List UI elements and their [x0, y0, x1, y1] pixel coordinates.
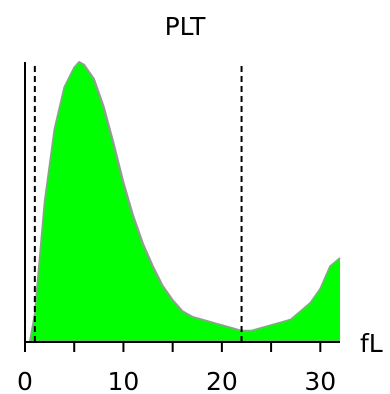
x-tick-label-20: 20: [206, 367, 238, 394]
distribution-area-layer: [28, 60, 341, 343]
x-tick-label-0: 0: [17, 367, 33, 394]
x-tick-label-10: 10: [108, 367, 140, 394]
x-axis-unit-label: fL: [360, 329, 383, 358]
axes-layer: [24, 62, 340, 343]
ticks-layer: 0 10 20 30: [17, 342, 336, 394]
distribution-outline: [28, 60, 341, 343]
x-tick-label-30: 30: [304, 367, 336, 394]
distribution-area: [29, 62, 340, 342]
chart-title: PLT: [165, 12, 207, 41]
reference-lines-layer: [33, 62, 243, 342]
